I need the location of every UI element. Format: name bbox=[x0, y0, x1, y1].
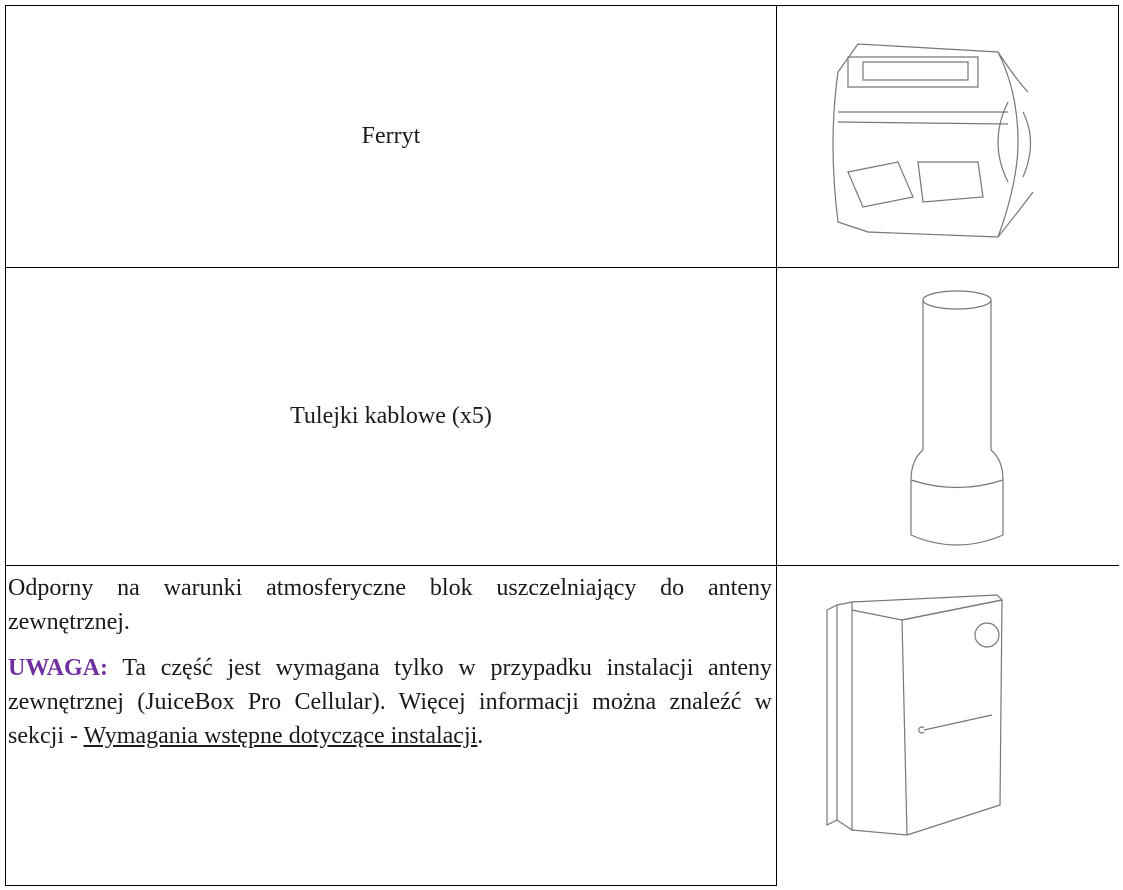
border bbox=[5, 885, 777, 886]
cell: Ferryt bbox=[6, 6, 776, 267]
border bbox=[5, 565, 1119, 566]
note: UWAGA: Ta część jest wymagana tylko w pr… bbox=[8, 651, 772, 753]
note-text: Ta część jest wymagana tylko w przypadku… bbox=[8, 655, 772, 749]
link[interactable]: Wymagania wstępne dotyczące instalacji bbox=[83, 723, 478, 749]
cell: Odporny na warunki atmosferyczne blok us… bbox=[8, 571, 772, 765]
cell: Tulejki kablowe (x5) bbox=[6, 268, 776, 565]
description: Odporny na warunki atmosferyczne blok us… bbox=[8, 575, 772, 635]
part-name: Ferryt bbox=[361, 123, 421, 149]
border bbox=[1118, 5, 1119, 267]
border bbox=[5, 267, 1119, 268]
border bbox=[5, 5, 1119, 6]
ferrite-image bbox=[832, 43, 1034, 238]
ferrule-image bbox=[910, 290, 1004, 546]
border bbox=[5, 5, 6, 886]
seal-block-image bbox=[826, 594, 1004, 836]
note-label: UWAGA: bbox=[8, 655, 108, 681]
part-name: Tulejki kablowe (x5) bbox=[290, 403, 492, 429]
border bbox=[776, 5, 777, 886]
note-end: . bbox=[477, 723, 484, 749]
